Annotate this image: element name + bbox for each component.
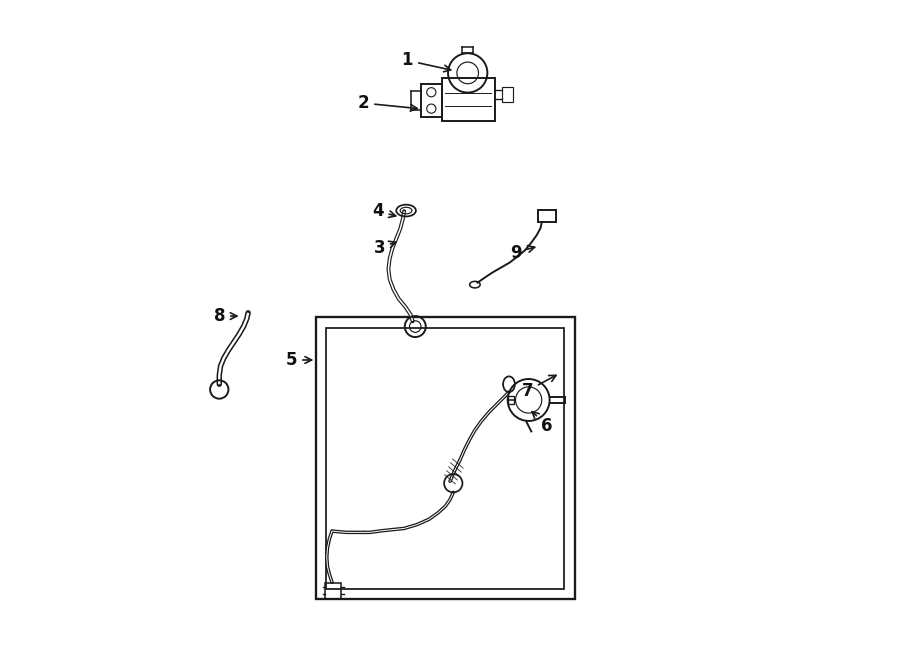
Text: 8: 8	[213, 307, 237, 325]
Text: 9: 9	[509, 243, 535, 262]
Text: 3: 3	[374, 239, 396, 257]
Bar	[326, 583, 341, 600]
Bar	[508, 396, 514, 404]
Text: 5: 5	[285, 351, 311, 369]
Bar	[538, 210, 555, 221]
Text: 2: 2	[357, 94, 418, 112]
Bar	[420, 84, 442, 117]
Bar	[442, 78, 495, 121]
Bar	[316, 317, 574, 600]
Text: 1: 1	[401, 52, 451, 72]
Bar	[326, 328, 564, 589]
Text: 7: 7	[521, 375, 556, 400]
Text: 6: 6	[532, 412, 553, 434]
Text: 4: 4	[372, 202, 396, 220]
Bar	[502, 87, 513, 102]
